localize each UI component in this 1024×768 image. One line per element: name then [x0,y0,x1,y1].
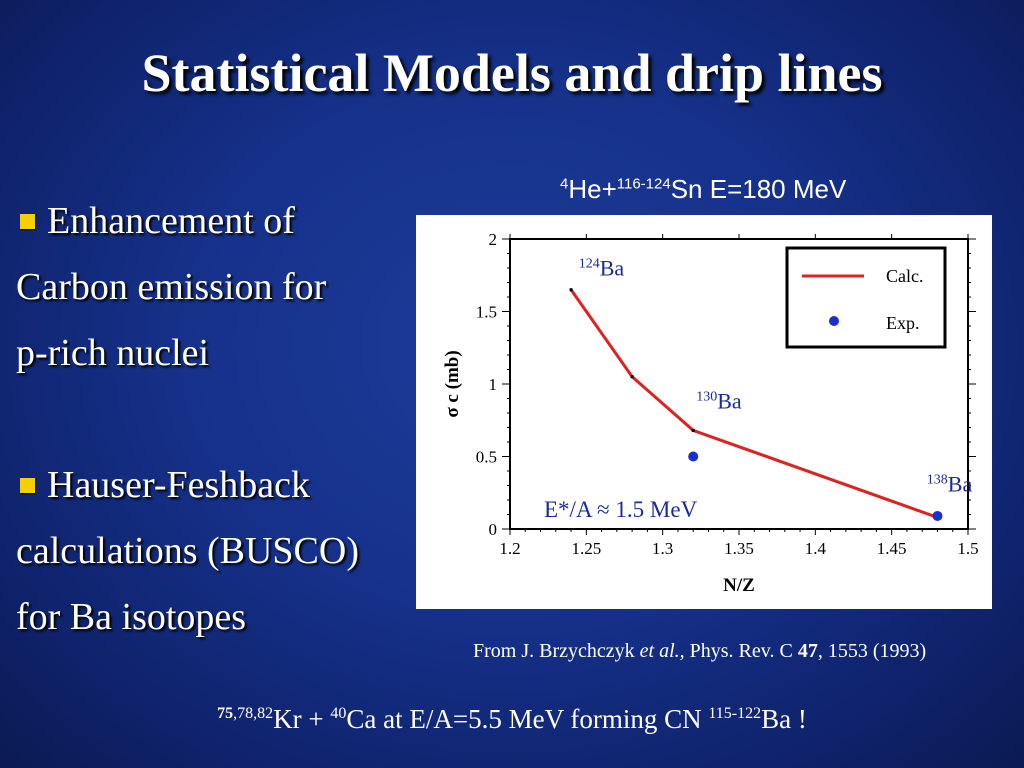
x-tick-label: 1.3 [652,539,673,558]
isotope-label: 124Ba [579,255,625,280]
isotope-element: Ba [948,471,973,496]
citation-pages-year: , 1553 (1993) [817,640,927,662]
legend-exp-swatch [829,316,839,326]
x-tick-label: 1.4 [805,539,827,558]
ca-mass: 40 [330,705,347,722]
bullet-text: p-rich nuclei [16,332,210,374]
citation-authors: From J. Brzychczyk [473,640,640,662]
y-tick-label: 2 [489,230,498,249]
bullet-text: Enhancement of [47,200,295,242]
target-and-energy: Sn E=180 MeV [670,174,847,204]
isotope-label: 138Ba [927,471,973,496]
exp-point [688,451,699,462]
x-tick-label: 1.5 [957,539,978,558]
isotope-element: Ba [600,255,625,280]
isotope-mass: 138 [927,472,948,487]
x-tick-label: 1.45 [877,539,907,558]
bullet-carbon-emission: Enhancement of Carbon emission for p-ric… [16,188,416,386]
energy-note: E*/A ≈ 1.5 MeV [544,497,698,522]
y-tick-label: 1 [489,375,498,394]
bullet-line: Hauser-Feshback [16,452,416,518]
x-tick-label: 1.35 [724,539,754,558]
kr-text: Kr + [273,704,331,734]
ba-text: Ba ! [761,704,807,734]
isotope-label: 130Ba [696,389,742,414]
ba-mass: 115-122 [708,705,762,722]
legend-box [785,246,947,349]
x-tick-label: 1.2 [499,539,520,558]
bullet-hauser-feshback: Hauser-Feshback calculations (BUSCO) for… [16,452,416,650]
citation-journal: Phys. Rev. C [684,640,798,662]
target-mass: 116-124 [616,175,671,193]
isotope-mass: 124 [579,256,600,271]
isotope-element: Ba [717,389,742,414]
kr-mass-rest: ,78,82 [233,705,274,722]
x-axis-label: N/Z [723,575,755,596]
bullet-text: for Ba isotopes [16,596,247,638]
citation-volume: 47 [797,640,818,662]
citation-etal: et al., [639,640,685,662]
bullet-text: Carbon emission for [16,266,327,308]
bullet-list: Enhancement of Carbon emission for p-ric… [16,188,416,650]
calc-series-line [569,288,938,519]
calc-point [569,288,573,292]
y-tick-label: 0.5 [476,448,497,467]
legend-exp-label: Exp. [886,313,920,333]
projectile: He+ [568,174,617,204]
ca-text: Ca at E/A=5.5 MeV forming CN [346,704,709,734]
kr-mass-bold: 75 [217,705,234,722]
slide-title: Statistical Models and drip lines [141,43,883,103]
calc-point [691,428,695,432]
bullet-text: Hauser-Feshback [47,464,311,506]
x-tick-label: 1.25 [571,539,601,558]
bullet-square-icon [20,477,35,493]
y-axis-label: σ c (mb) [442,350,463,417]
y-tick-label: 0 [489,520,498,539]
citation: From J. Brzychczyk et al., Phys. Rev. C … [473,640,926,663]
cross-section-chart: 1.2 1.25 1.3 1.35 1.4 1.45 1.5 0 0.5 1 1.5 2 N/Z σ c … [442,230,979,596]
bullet-line: Enhancement of [16,188,416,254]
projectile-mass: 4 [560,175,569,193]
bullet-square-icon [20,213,35,229]
y-tick-label: 1.5 [476,303,497,322]
chart-panel: 1.2 1.25 1.3 1.35 1.4 1.45 1.5 0 0.5 1 1.5 2 N/Z σ c … [416,215,992,609]
legend-calc-label: Calc. [886,266,924,286]
exp-point [932,510,943,521]
bullet-text: calculations (BUSCO) [16,530,360,572]
calc-point [630,375,634,379]
isotope-mass: 130 [696,390,717,405]
chart-heading: 4He+116-124Sn E=180 MeV [560,174,846,205]
bottom-note: 75,78,82Kr + 40Ca at E/A=5.5 MeV forming… [0,704,1024,735]
